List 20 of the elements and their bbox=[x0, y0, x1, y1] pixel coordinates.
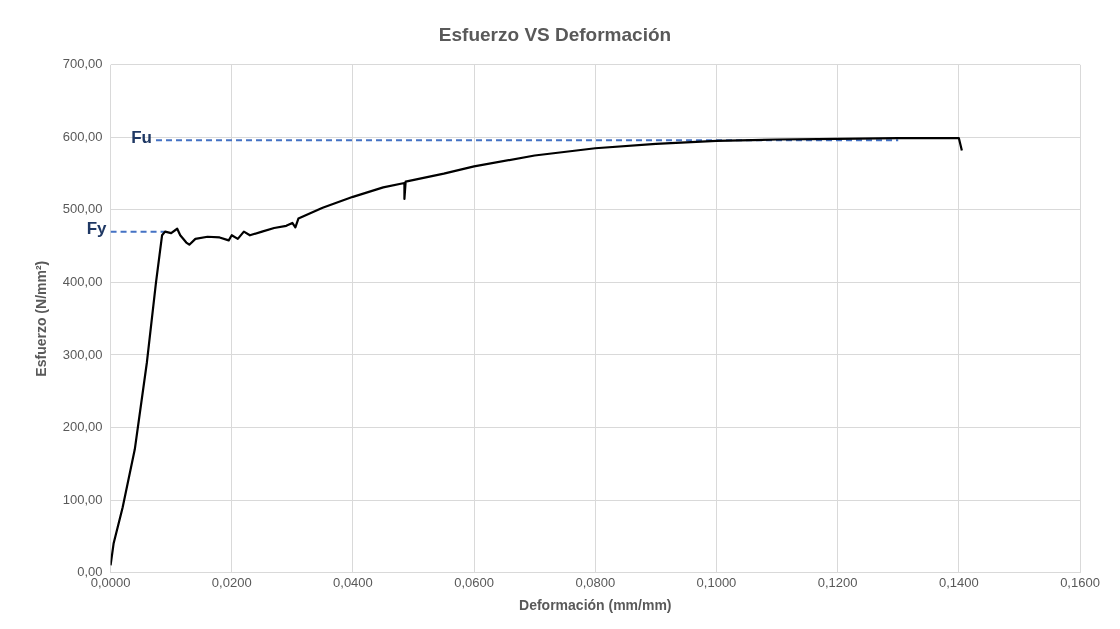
x-tick-label: 0,1000 bbox=[696, 574, 737, 590]
series-label: Fu bbox=[131, 127, 152, 147]
x-tick-label: 0,1400 bbox=[938, 574, 979, 590]
series-label: Fy bbox=[86, 219, 108, 239]
x-tick-label: 0,1200 bbox=[817, 574, 858, 590]
x-axis-title: Deformación (mm/mm) bbox=[519, 597, 672, 614]
y-tick-label: 700,00 bbox=[62, 56, 103, 72]
x-tick-label: 0,1600 bbox=[1060, 574, 1100, 590]
x-tick-label: 0,0400 bbox=[333, 574, 373, 590]
y-tick-label: 400,00 bbox=[62, 274, 103, 290]
y-tick-label: 300,00 bbox=[62, 346, 103, 362]
x-tick-label: 0,0200 bbox=[211, 574, 252, 590]
y-tick-label: 200,00 bbox=[62, 419, 103, 435]
x-tick-label: 0,0800 bbox=[575, 574, 616, 590]
y-tick-label: 500,00 bbox=[62, 201, 103, 217]
x-tick-label: 0,0600 bbox=[454, 574, 494, 590]
y-tick-label: 600,00 bbox=[62, 128, 103, 144]
y-axis-title: Esfuerzo (N/mm²) bbox=[33, 260, 50, 377]
chart-title: Esfuerzo VS Deformación bbox=[438, 23, 672, 45]
y-tick-label: 100,00 bbox=[62, 491, 103, 507]
